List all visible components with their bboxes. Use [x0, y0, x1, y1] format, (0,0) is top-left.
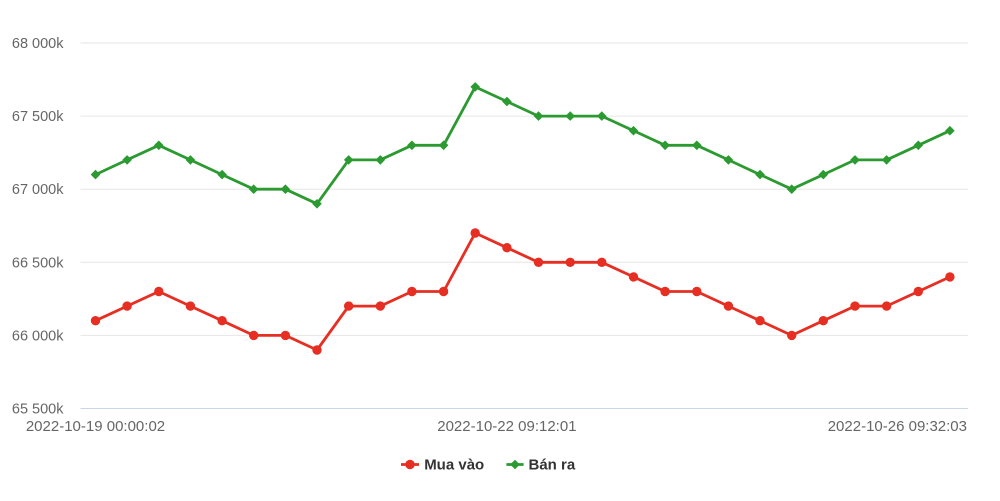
svg-text:65 500k: 65 500k: [12, 401, 64, 417]
svg-text:68 000k: 68 000k: [12, 36, 64, 52]
svg-text:66 000k: 66 000k: [12, 328, 64, 344]
svg-text:2022-10-19 00:00:02: 2022-10-19 00:00:02: [26, 418, 165, 435]
svg-text:Mua vào: Mua vào: [424, 456, 484, 473]
svg-text:2022-10-22 09:12:01: 2022-10-22 09:12:01: [437, 418, 576, 435]
svg-text:66 500k: 66 500k: [12, 255, 64, 271]
svg-text:67 000k: 67 000k: [12, 182, 64, 198]
svg-text:2022-10-26 09:32:03: 2022-10-26 09:32:03: [828, 418, 967, 435]
svg-text:67 500k: 67 500k: [12, 109, 64, 125]
svg-text:Bán ra: Bán ra: [529, 456, 576, 473]
